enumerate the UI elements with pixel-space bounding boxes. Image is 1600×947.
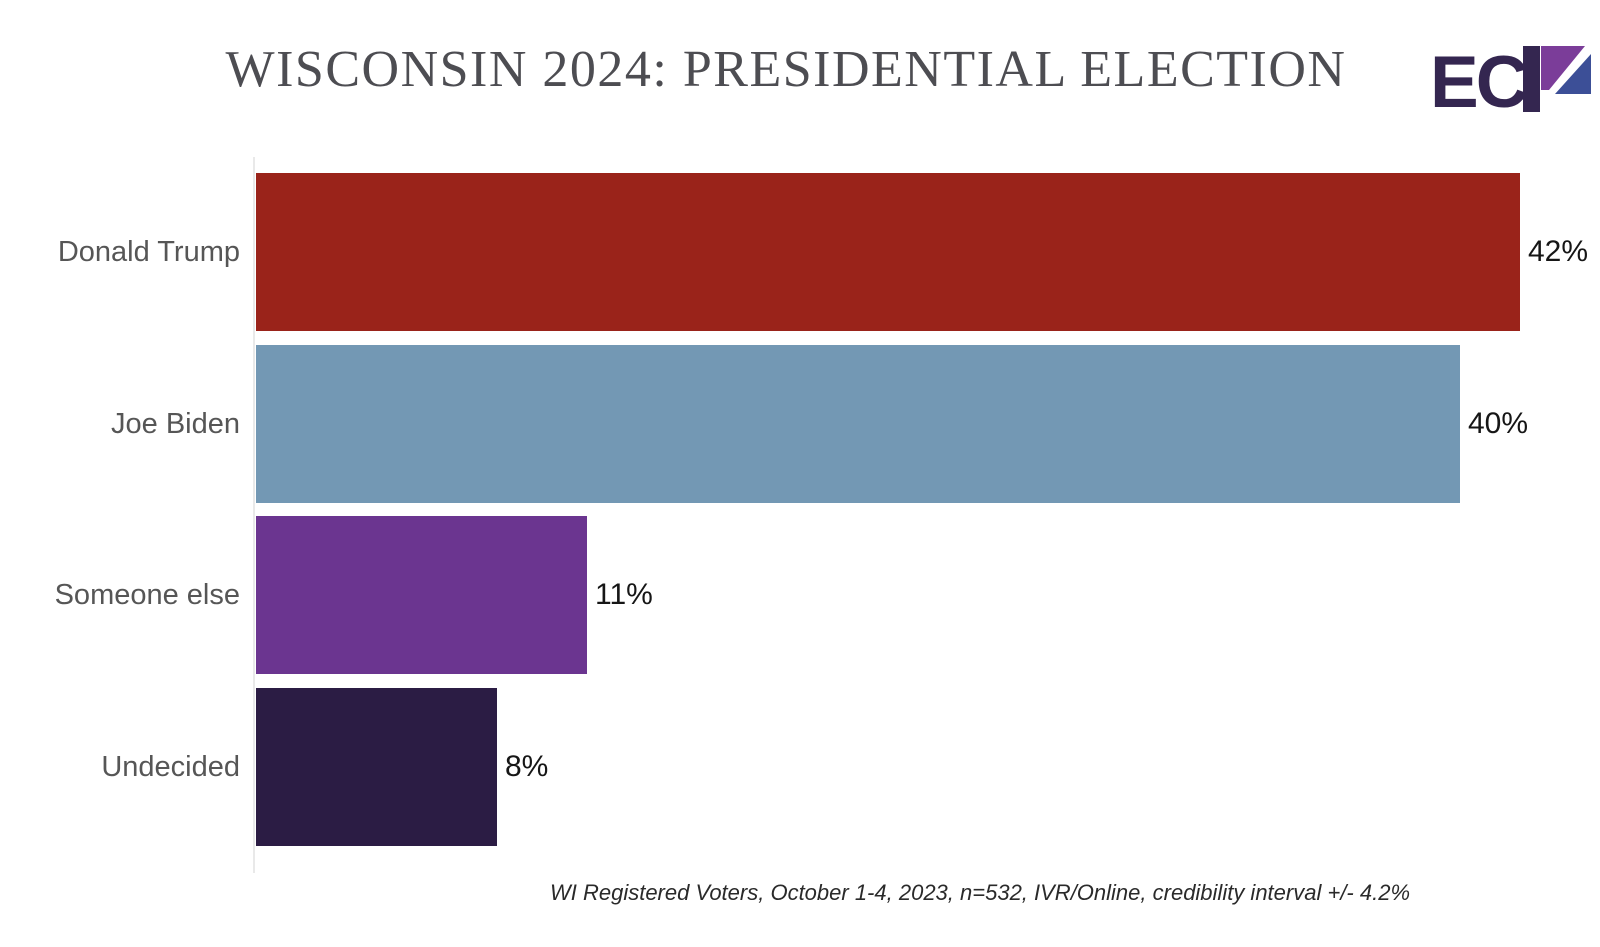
bar-row-donald-trump: Donald Trump 42% (0, 173, 1600, 331)
category-label-joe-biden: Joe Biden (111, 408, 240, 440)
bar-joe-biden (256, 345, 1460, 503)
value-label-undecided: 8% (505, 750, 549, 783)
bar-undecided (256, 688, 497, 846)
value-label-joe-biden: 40% (1468, 407, 1529, 440)
logo-p-stem (1523, 46, 1540, 112)
methodology-footnote: WI Registered Voters, October 1-4, 2023,… (549, 880, 1411, 905)
ecp-logo: EC (1433, 44, 1591, 114)
logo-p-blue-wedge (1555, 54, 1591, 94)
logo-p-purple-wedge (1541, 46, 1585, 90)
bar-row-joe-biden: Joe Biden 40% (0, 345, 1600, 503)
category-label-donald-trump: Donald Trump (57, 236, 240, 268)
bar-row-someone-else: Someone else 11% (0, 516, 1600, 674)
value-label-someone-else: 11% (595, 578, 653, 611)
category-label-undecided: Undecided (101, 751, 240, 783)
bar-donald-trump (256, 173, 1520, 331)
page-title: WISCONSIN 2024: PRESIDENTIAL ELECTION (225, 41, 1347, 98)
logo-ec-text: EC (1433, 44, 1527, 114)
y-axis-line (253, 157, 255, 873)
bar-row-undecided: Undecided 8% (0, 688, 1600, 846)
category-label-someone-else: Someone else (54, 579, 240, 611)
bar-someone-else (256, 516, 587, 674)
value-label-donald-trump: 42% (1528, 235, 1589, 268)
